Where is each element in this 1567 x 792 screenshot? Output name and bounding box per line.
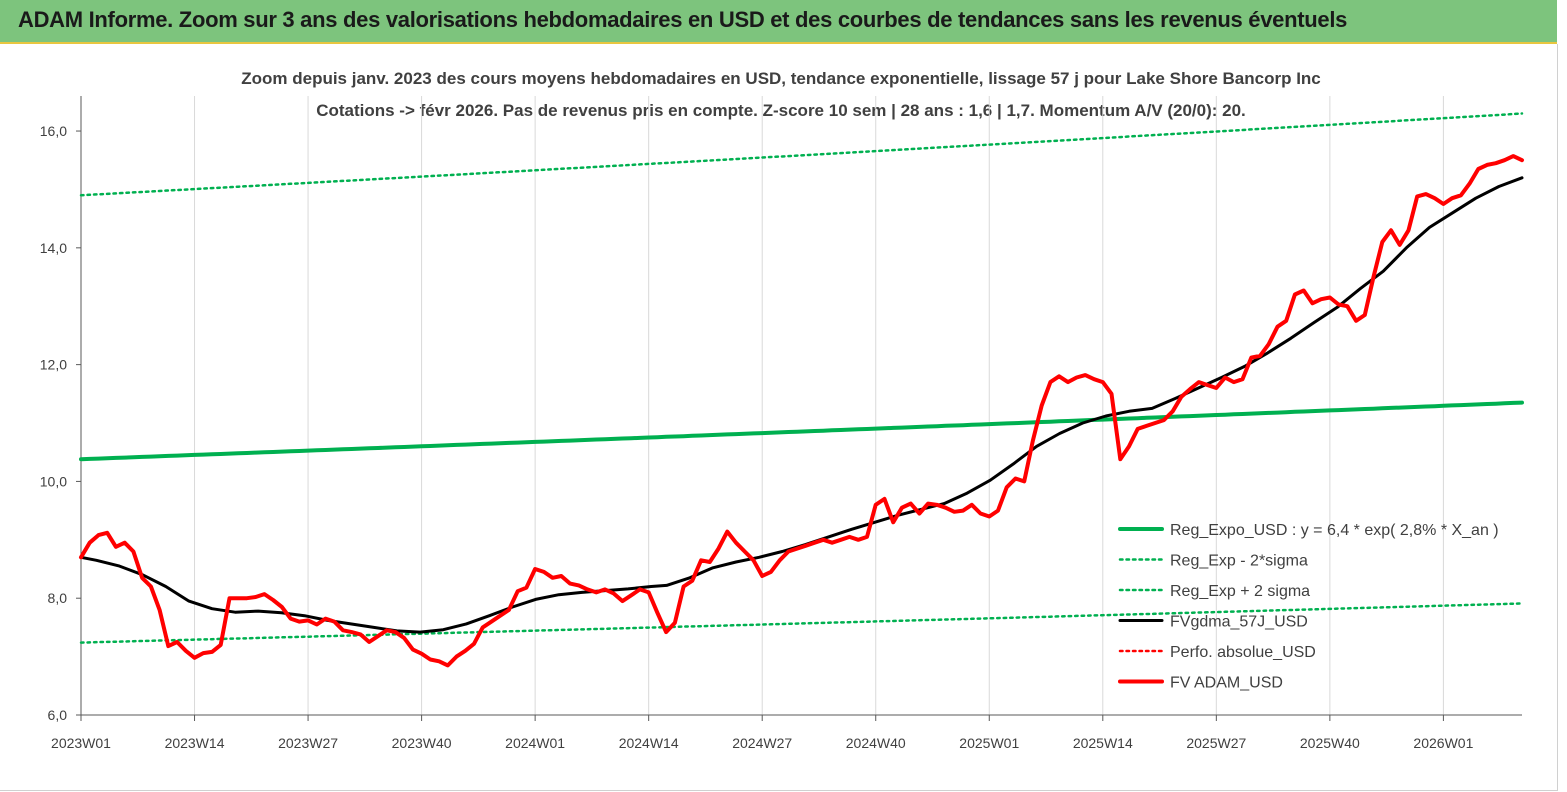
x-tick-label: 2024W14	[619, 735, 679, 751]
y-tick-label: 8,0	[48, 590, 68, 606]
chart-title-line1: Zoom depuis janv. 2023 des cours moyens …	[241, 69, 1321, 88]
legend: Reg_Expo_USD : y = 6,4 * exp( 2,8% * X_a…	[1118, 522, 1499, 692]
y-tick-label: 10,0	[40, 473, 67, 489]
x-tick-label: 2024W01	[505, 735, 565, 751]
x-tick-label: 2023W40	[392, 735, 452, 751]
series-layer	[79, 112, 1524, 668]
x-tick-label: 2026W01	[1413, 735, 1473, 751]
report-header: ADAM Informe. Zoom sur 3 ans des valoris…	[0, 0, 1557, 44]
y-tick-label: 16,0	[40, 123, 67, 139]
chart-title-line2: Cotations -> févr 2026. Pas de revenus p…	[316, 101, 1246, 120]
legend-label: FVgdma_57J_USD	[1170, 614, 1308, 631]
x-tick-label: 2024W27	[732, 735, 792, 751]
chart-frame	[0, 44, 1558, 791]
legend-label: FV ADAM_USD	[1170, 675, 1283, 692]
x-tick-label: 2025W40	[1300, 735, 1360, 751]
y-tick-label: 12,0	[40, 357, 67, 373]
x-axis-ticks: 2023W01 2023W14 2023W27 2023W40 2024W01 2024W…	[51, 715, 1474, 751]
x-tick-label: 2023W14	[165, 735, 225, 751]
series-line-0	[79, 400, 1524, 462]
report-title: ADAM Informe. Zoom sur 3 ans des valoris…	[18, 7, 1348, 32]
series-line-1	[79, 602, 1524, 644]
y-tick-label: 6,0	[48, 707, 68, 723]
series-line-2	[79, 112, 1524, 197]
y-tick-label: 14,0	[40, 240, 67, 256]
series-line-5	[79, 154, 1524, 668]
legend-label: Reg_Exp + 2 sigma	[1170, 583, 1310, 600]
x-tick-label: 2023W01	[51, 735, 111, 751]
x-tick-label: 2025W01	[959, 735, 1019, 751]
x-tick-label: 2023W27	[278, 735, 338, 751]
y-axis-ticks: 6,0 8,0 10,0 12,0 14,0 16,0	[40, 123, 81, 723]
gridlines	[80, 96, 1522, 716]
legend-label: Perfo. absolue_USD	[1170, 644, 1316, 661]
x-tick-label: 2025W14	[1073, 735, 1133, 751]
x-tick-label: 2024W40	[846, 735, 906, 751]
legend-label: Reg_Exp - 2*sigma	[1170, 553, 1308, 570]
legend-label: Reg_Expo_USD : y = 6,4 * exp( 2,8% * X_a…	[1170, 522, 1499, 539]
x-tick-label: 2025W27	[1186, 735, 1246, 751]
